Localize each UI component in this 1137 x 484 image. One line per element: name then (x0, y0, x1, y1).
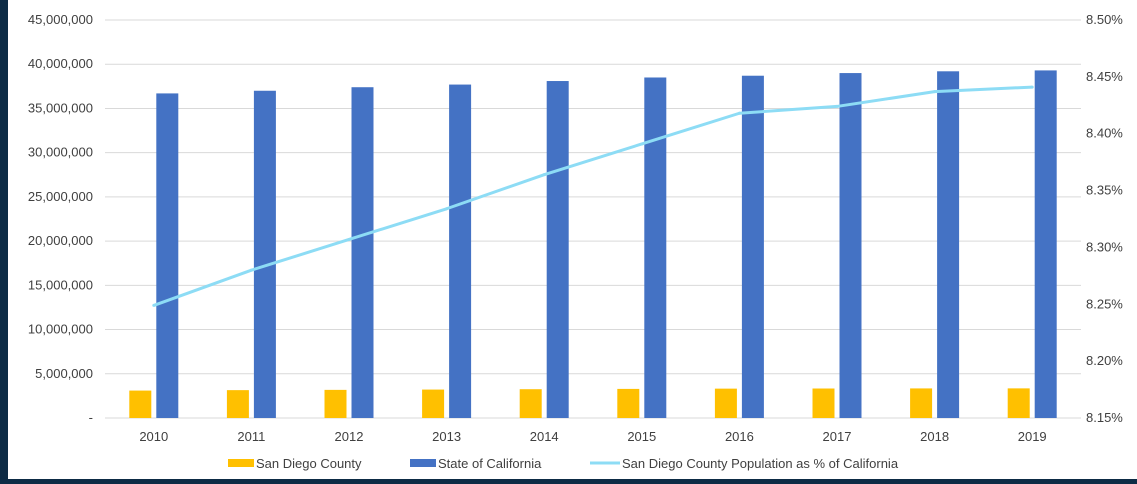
left-tick-label: 25,000,000 (28, 189, 93, 204)
bar-san-diego-county (226, 390, 249, 418)
x-axis: 2010 2011 2012 2013 2014 2015 2016 2017 2018 2019 (139, 429, 1046, 444)
right-tick-label: 8.40% (1086, 126, 1123, 141)
left-tick-label: 5,000,000 (35, 366, 93, 381)
bar-state-of-california (351, 87, 374, 419)
bar-san-diego-county (617, 388, 640, 418)
legend-label-state: State of California (438, 456, 542, 471)
legend-label-line: San Diego County Population as % of Cali… (622, 456, 899, 471)
line-point (249, 268, 253, 272)
x-tick-label: 2019 (1018, 429, 1047, 444)
bar-san-diego-county (422, 389, 445, 418)
left-tick-label: 40,000,000 (28, 56, 93, 71)
x-tick-label: 2018 (920, 429, 949, 444)
bar-state-of-california (1034, 70, 1057, 418)
legend: San Diego County State of California San… (228, 456, 899, 471)
bar-san-diego-county (910, 388, 933, 418)
right-tick-label: 8.45% (1086, 69, 1123, 84)
line-point (640, 142, 644, 146)
bar-state-of-california (937, 71, 960, 418)
line-point (445, 207, 449, 211)
bar-state-of-california (449, 84, 472, 418)
x-tick-label: 2016 (725, 429, 754, 444)
right-axis: 8.15% 8.20% 8.25% 8.30% 8.35% 8.40% 8.45% 8.50% (1086, 12, 1123, 425)
left-tick-label: - (89, 410, 93, 425)
x-tick-label: 2014 (530, 429, 559, 444)
gridlines (105, 19, 1081, 419)
x-tick-label: 2017 (823, 429, 852, 444)
x-tick-label: 2015 (627, 429, 656, 444)
legend-swatch-county (228, 459, 254, 467)
line-pct-of-california (153, 85, 1033, 307)
right-tick-label: 8.50% (1086, 12, 1123, 27)
x-tick-label: 2010 (139, 429, 168, 444)
chart-panel: - 5,000,000 10,000,000 15,000,000 20,000,000… (8, 0, 1137, 479)
line-point (835, 104, 839, 108)
line-point (542, 173, 546, 177)
left-tick-label: 15,000,000 (28, 277, 93, 292)
bar-state-of-california (156, 93, 179, 419)
left-axis: - 5,000,000 10,000,000 15,000,000 20,000,000… (28, 12, 93, 425)
left-tick-label: 30,000,000 (28, 145, 93, 160)
bar-state-of-california (839, 73, 862, 419)
right-tick-label: 8.15% (1086, 410, 1123, 425)
left-tick-label: 35,000,000 (28, 100, 93, 115)
population-chart: - 5,000,000 10,000,000 15,000,000 20,000,000… (28, 12, 1123, 471)
bar-state-of-california (546, 81, 569, 418)
line-point (1030, 85, 1034, 89)
legend-swatch-state (410, 459, 436, 467)
left-tick-label: 20,000,000 (28, 233, 93, 248)
x-tick-label: 2011 (237, 429, 265, 444)
percentage-line (152, 85, 1034, 307)
bar-san-diego-county (519, 389, 542, 418)
left-tick-label: 10,000,000 (28, 322, 93, 337)
bar-san-diego-county (812, 388, 835, 418)
right-tick-label: 8.20% (1086, 353, 1123, 368)
left-tick-label: 45,000,000 (28, 12, 93, 27)
bar-san-diego-county (714, 388, 737, 418)
bar-san-diego-county (129, 390, 152, 418)
bar-state-of-california (253, 90, 276, 418)
bar-san-diego-county (324, 389, 347, 418)
line-point (152, 303, 156, 307)
bars (129, 70, 1057, 419)
right-tick-label: 8.35% (1086, 183, 1123, 198)
line-point (933, 90, 937, 94)
line-point (737, 111, 741, 115)
x-tick-label: 2013 (432, 429, 461, 444)
x-tick-label: 2012 (335, 429, 364, 444)
right-tick-label: 8.30% (1086, 239, 1123, 254)
legend-label-county: San Diego County (256, 456, 362, 471)
bar-state-of-california (644, 77, 667, 418)
bar-state-of-california (741, 75, 764, 418)
line-point (347, 237, 351, 241)
right-tick-label: 8.25% (1086, 296, 1123, 311)
bar-san-diego-county (1007, 388, 1030, 418)
